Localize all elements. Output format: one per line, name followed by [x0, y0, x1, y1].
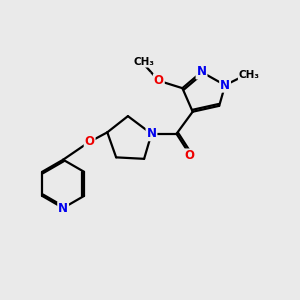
Text: methoxy: methoxy — [146, 72, 152, 74]
Text: O: O — [185, 149, 195, 162]
Text: N: N — [220, 79, 230, 92]
Text: CH₃: CH₃ — [239, 70, 260, 80]
Text: CH₃: CH₃ — [134, 57, 154, 67]
Text: O: O — [85, 135, 94, 148]
Text: O: O — [154, 74, 164, 87]
Text: N: N — [58, 202, 68, 215]
Text: N: N — [196, 65, 206, 79]
Text: N: N — [146, 127, 157, 140]
